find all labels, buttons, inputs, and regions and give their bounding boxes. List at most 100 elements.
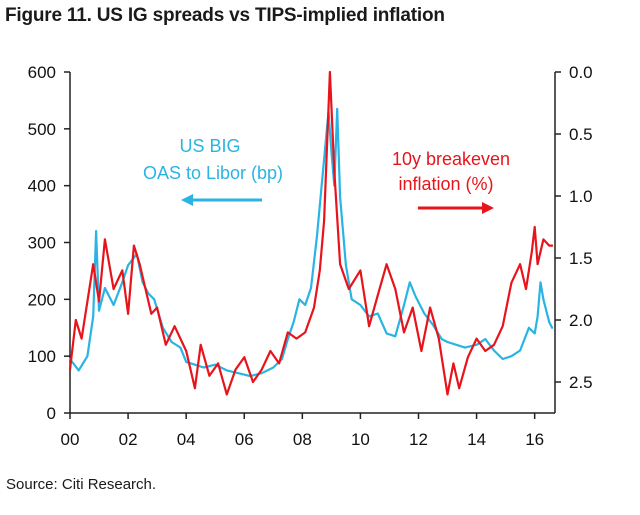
- breakeven-series-line-point: [295, 337, 298, 340]
- oas-series-line-point: [464, 346, 466, 349]
- oas-series-line-point: [475, 343, 478, 346]
- oas-series-line-point: [147, 292, 150, 295]
- x-tick-label: 16: [525, 430, 544, 449]
- oas-label-line1: US BIG: [179, 136, 240, 156]
- x-tick-label: 02: [119, 430, 138, 449]
- x-tick-label: 12: [409, 430, 428, 449]
- breakeven-series-line-point: [458, 387, 461, 390]
- breakeven-series-line-point: [475, 337, 478, 340]
- oas-series-line-point: [350, 298, 353, 301]
- x-tick-label: 06: [235, 430, 254, 449]
- oas-series-line-point: [423, 312, 426, 315]
- breakeven-series-line-point: [359, 269, 362, 272]
- right-tick-label: 2.5: [569, 373, 593, 392]
- x-tick-label: 08: [293, 430, 312, 449]
- breakeven-series-line-point: [368, 325, 370, 328]
- oas-series-line-point: [376, 312, 379, 315]
- breakeven-label-line2: inflation (%): [398, 174, 493, 194]
- breakeven-series-line-point: [318, 269, 321, 272]
- breakeven-series-line-point: [376, 294, 379, 297]
- breakeven-series-line-point: [493, 343, 495, 346]
- breakeven-series-line-point: [452, 362, 455, 365]
- breakeven-series-line-point: [326, 145, 328, 148]
- oas-series-line-point: [542, 298, 545, 301]
- oas-series-line-point: [493, 349, 495, 352]
- oas-series-line-point: [225, 369, 228, 372]
- right-tick-label: 0.0: [569, 63, 593, 82]
- breakeven-series-line-point: [548, 244, 551, 247]
- oas-series-line-point: [345, 264, 347, 267]
- breakeven-series-line-point: [411, 306, 414, 309]
- left-tick-label: 600: [28, 63, 56, 82]
- right-tick-label: 1.5: [569, 249, 593, 268]
- oas-series-line-point: [86, 355, 89, 358]
- breakeven-series-line-point: [510, 281, 513, 284]
- oas-series-line-point: [510, 355, 513, 358]
- oas-series-line-point: [112, 304, 115, 306]
- oas-series-line-point: [548, 321, 551, 323]
- breakeven-series-line-point: [133, 244, 135, 247]
- oas-series-line-point: [359, 304, 362, 306]
- breakeven-series-line-point: [243, 356, 246, 359]
- breakeven-series-line-point: [333, 170, 336, 173]
- oas-series-line-point: [533, 332, 536, 335]
- oas-series-line-point: [127, 264, 129, 267]
- x-tick-label: 04: [177, 430, 196, 449]
- breakeven-series-line-point: [86, 300, 89, 303]
- oas-series-line-point: [194, 363, 196, 366]
- oas-series-line-point: [92, 315, 95, 318]
- oas-series-line-point: [316, 235, 318, 238]
- breakeven-series-line-point: [313, 306, 315, 309]
- oas-series-line-point: [179, 346, 182, 349]
- breakeven-series-line-point: [173, 325, 176, 328]
- breakeven-series-line-point: [150, 312, 153, 315]
- breakeven-series-line: [68, 70, 554, 396]
- breakeven-series-line-point: [208, 374, 211, 377]
- oas-series-line-point: [446, 341, 449, 343]
- oas-series-line-point: [260, 372, 263, 375]
- left-tick-label: 400: [28, 177, 56, 196]
- breakeven-series-line-point: [199, 343, 202, 346]
- breakeven-series-line-point: [420, 350, 423, 352]
- oas-series-line-point: [336, 108, 339, 110]
- breakeven-series-line-point: [536, 263, 539, 266]
- x-tick-label: 14: [467, 430, 486, 449]
- breakeven-series-line-point: [138, 263, 141, 266]
- breakeven-series-line-point: [234, 368, 237, 371]
- oas-series-line-point: [440, 338, 443, 340]
- oas-series-line-point: [298, 298, 301, 301]
- oas-series-line-point: [304, 304, 307, 306]
- oas-series-line-point: [104, 287, 106, 289]
- chart: 0 100 200 300 400 500 600 0.0 0.5 1.0 1.5 2.0 2.5 00 0…: [28, 63, 593, 449]
- oas-series-line-point: [528, 326, 530, 329]
- breakeven-series-line-point: [347, 288, 350, 290]
- left-tick-label: 100: [28, 347, 56, 366]
- oas-series-line-point: [77, 369, 80, 372]
- figure-title: Figure 11. US IG spreads vs TIPS-implied…: [5, 5, 445, 26]
- oas-series-line-point: [385, 332, 388, 335]
- oas-series-line-point: [202, 366, 205, 369]
- x-tick-label: 10: [351, 430, 370, 449]
- oas-series-line-point: [95, 230, 97, 233]
- breakeven-series-line-point: [286, 331, 289, 334]
- breakeven-series-line-point: [74, 319, 77, 321]
- breakeven-series-line-point: [467, 356, 469, 359]
- breakeven-series-line-point: [525, 288, 527, 290]
- source-note: Source: Citi Research.: [6, 476, 157, 493]
- oas-series-line-point: [170, 341, 173, 343]
- right-tick-label: 2.0: [569, 311, 593, 330]
- oas-arrowhead-icon: [181, 194, 193, 206]
- breakeven-series-line-point: [156, 306, 159, 309]
- breakeven-series-line-point: [104, 238, 106, 241]
- breakeven-series-line-point: [92, 263, 95, 266]
- oas-series-line-point: [551, 326, 553, 329]
- breakeven-series-line-point: [252, 381, 254, 383]
- breakeven-series-line-point: [429, 306, 431, 309]
- right-tick-label: 0.5: [569, 125, 593, 144]
- breakeven-arrowhead-icon: [482, 202, 494, 214]
- axes-group: 0 100 200 300 400 500 600 0.0 0.5 1.0 1.5 2.0 2.5 00 0…: [28, 63, 593, 449]
- breakeven-series-line-point: [185, 350, 188, 352]
- breakeven-series-line-point: [144, 288, 147, 290]
- breakeven-series-line-point: [164, 343, 167, 346]
- x-tick-label: 00: [61, 430, 80, 449]
